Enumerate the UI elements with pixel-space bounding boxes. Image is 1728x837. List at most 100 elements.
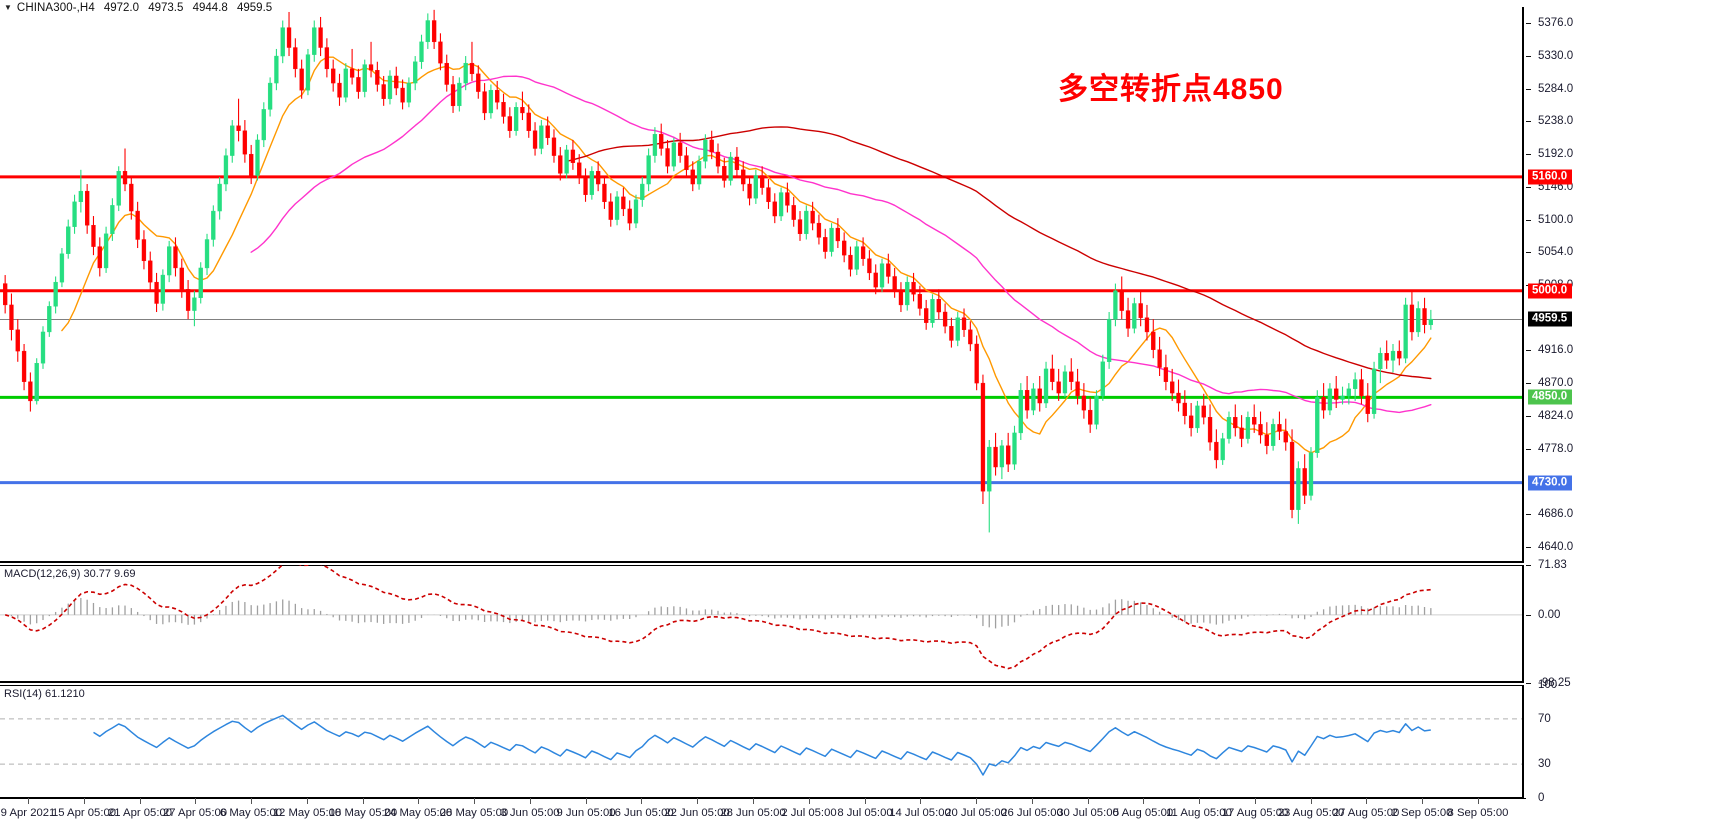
candle-body xyxy=(797,219,803,235)
candle-body xyxy=(103,233,109,269)
candle-body xyxy=(1371,368,1377,414)
candle-body xyxy=(659,134,664,149)
time-tick-mark xyxy=(307,798,308,804)
time-tick-mark xyxy=(530,798,531,804)
time-tick-mark xyxy=(976,798,977,804)
candle-body xyxy=(324,47,330,70)
macd-tick-label: -98.25 xyxy=(1538,677,1571,689)
candle-body xyxy=(860,246,866,259)
candle-body xyxy=(1359,379,1364,397)
rsi-tick-label: 70 xyxy=(1538,712,1551,725)
high-value: 4973.5 xyxy=(148,2,184,14)
candle-body xyxy=(72,201,77,227)
candle-body xyxy=(66,226,71,254)
macd-panel-top-border xyxy=(0,565,1524,566)
candle-body xyxy=(886,263,891,277)
candle-body xyxy=(267,82,273,110)
macd-tick-mark xyxy=(1526,565,1531,566)
price-tick-label: 5192.0 xyxy=(1538,148,1574,161)
price-chart-panel[interactable] xyxy=(0,7,1524,563)
candle-body xyxy=(1334,388,1339,400)
candle-body xyxy=(488,89,494,114)
candle-body xyxy=(15,329,20,352)
time-tick-mark xyxy=(586,798,587,804)
open-value: 4972.0 xyxy=(103,2,140,14)
price-scale-axis[interactable]: 5376.0 5330.0 5284.0 5238.0 5192.0 5146.0 5100… xyxy=(1526,0,1728,804)
candle-body xyxy=(1119,290,1124,311)
time-axis-label: 27 Aug 05:00 xyxy=(1332,807,1400,819)
candle-body xyxy=(34,363,39,402)
price-badge-4959.5[interactable]: 4959.5 xyxy=(1528,311,1573,327)
candle-body xyxy=(331,68,336,84)
candle-body xyxy=(9,304,14,330)
candle-body xyxy=(1157,349,1162,368)
candle-body xyxy=(778,192,784,217)
price-badge-5000.0[interactable]: 5000.0 xyxy=(1528,283,1573,299)
time-tick-mark xyxy=(1366,798,1367,804)
candle-body xyxy=(942,311,948,327)
price-tick-label: 5238.0 xyxy=(1538,115,1574,128)
candle-body xyxy=(1409,304,1415,333)
candle-body xyxy=(684,155,689,171)
candle-body xyxy=(482,91,487,114)
rsi-caption: RSI(14) 61.1210 xyxy=(4,688,85,700)
candle-body xyxy=(3,283,8,306)
candle-body xyxy=(703,139,708,162)
candle-body xyxy=(671,142,677,167)
rsi-tick-label: 100 xyxy=(1538,679,1558,691)
time-tick-mark xyxy=(1422,798,1423,804)
time-tick-mark xyxy=(418,798,419,804)
macd-panel-right-border xyxy=(1522,565,1524,683)
symbol-label: CHINA300-,H4 xyxy=(16,2,95,14)
time-axis-label: 8 Jul 05:00 xyxy=(837,807,893,819)
time-tick-mark xyxy=(641,798,642,804)
candle-body xyxy=(381,84,386,99)
candle-body xyxy=(1245,417,1251,439)
candle-body xyxy=(898,290,904,306)
time-axis-label: 15 Apr 05:00 xyxy=(51,807,117,819)
price-tick-label: 4870.0 xyxy=(1538,377,1574,390)
rsi-tick-label: 0 xyxy=(1538,792,1545,804)
triangle-down-icon[interactable]: ▼ xyxy=(4,3,12,12)
candle-body xyxy=(495,89,500,103)
time-axis-label: 17 Aug 05:00 xyxy=(1221,807,1289,819)
candle-body xyxy=(1037,388,1042,404)
candle-body xyxy=(1201,405,1206,418)
time-axis[interactable]: 9 Apr 2021 15 Apr 05:00 21 Apr 05:00 27 Apr… xyxy=(0,798,1728,837)
candle-body xyxy=(829,227,834,252)
time-tick-mark xyxy=(363,798,364,804)
price-panel-bottom-border xyxy=(0,561,1524,563)
time-axis-label: 6 May 05:00 xyxy=(219,807,283,819)
candle-body xyxy=(1125,310,1131,329)
time-axis-label: 26 Jul 05:00 xyxy=(1001,807,1063,819)
price-badge-4730.0[interactable]: 4730.0 xyxy=(1528,475,1573,491)
candle-body xyxy=(97,246,102,269)
candle-body xyxy=(1226,417,1232,439)
macd-chart-panel[interactable] xyxy=(0,565,1524,683)
candle-body xyxy=(457,82,462,107)
candle-body xyxy=(709,139,714,153)
candle-body xyxy=(640,183,645,200)
candle-body xyxy=(728,156,733,181)
time-tick-mark xyxy=(920,798,921,804)
candle-body xyxy=(242,130,248,155)
price-tick-mark xyxy=(1526,154,1531,156)
candle-body xyxy=(715,151,721,167)
macd-plot-svg xyxy=(0,565,1524,670)
candle-body xyxy=(1113,290,1118,320)
candle-body xyxy=(614,196,620,220)
candle-body xyxy=(1151,331,1156,350)
rsi-tick-label: 30 xyxy=(1538,758,1551,771)
candle-body xyxy=(1031,388,1036,411)
candle-body xyxy=(1056,381,1061,394)
candle-body xyxy=(85,190,90,226)
candle-body xyxy=(438,41,443,64)
rsi-chart-panel[interactable] xyxy=(0,685,1524,798)
candle-body xyxy=(936,299,941,313)
candle-body xyxy=(299,68,304,91)
price-tick-mark xyxy=(1526,219,1531,221)
candle-body xyxy=(1069,371,1074,382)
price-badge-5160.0[interactable]: 5160.0 xyxy=(1528,169,1573,185)
candle-body xyxy=(476,73,481,92)
price-badge-4850.0[interactable]: 4850.0 xyxy=(1528,389,1573,405)
